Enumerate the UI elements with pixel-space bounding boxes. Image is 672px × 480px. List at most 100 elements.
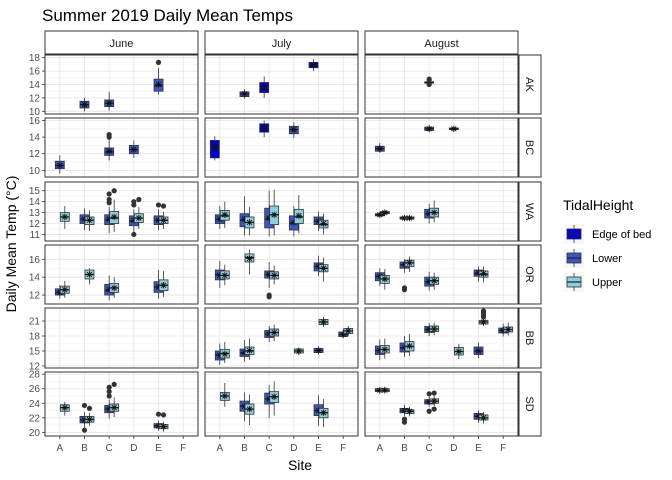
strip-label-bc: BC (523, 140, 535, 155)
mean-marker (105, 286, 113, 293)
strip-ak (518, 54, 542, 115)
legend: TidalHeight Edge of bed Lower Upper (563, 197, 651, 292)
panel-background (45, 182, 198, 241)
mean-marker (110, 284, 118, 292)
mean-marker (290, 126, 298, 133)
mean-marker (241, 402, 248, 410)
outlier-point (266, 294, 272, 300)
x-tick-label: E (315, 443, 322, 454)
y-tick-label: 22 (29, 413, 41, 424)
box-a-edge-of-bed (209, 136, 220, 161)
mean-marker (376, 386, 384, 394)
mean-marker (221, 350, 229, 358)
panel-background (205, 182, 358, 241)
panel-july-ak (204, 54, 359, 115)
mean-marker (130, 217, 138, 224)
box-d-lower (288, 122, 299, 138)
outlier-point (155, 411, 162, 417)
panel-border (204, 181, 359, 242)
y-tick-label: 13 (29, 208, 41, 219)
legend-entry-edge-of-bed: Edge of bed (564, 224, 651, 244)
panel-july-bc (204, 117, 359, 178)
x-tick-label: D (450, 443, 457, 454)
x-tick-label: B (241, 443, 248, 454)
panel-july-sd (204, 371, 359, 437)
box-c-upper (429, 390, 440, 412)
y-tick-label: 18 (29, 332, 41, 343)
mean-marker (401, 261, 408, 268)
strip-or (518, 244, 542, 305)
box-c-lower (264, 261, 275, 300)
x-axis-title: Site (288, 457, 312, 473)
chart-title: Summer 2019 Daily Mean Temps (42, 6, 293, 25)
box-f-lower (338, 329, 349, 339)
legend-label: Upper (592, 277, 622, 289)
panel-border (204, 371, 359, 437)
panel-border (364, 54, 519, 115)
mean-marker (425, 278, 433, 285)
y-tick-label: 16 (29, 116, 41, 127)
mean-marker (430, 277, 438, 284)
mean-marker (320, 409, 327, 416)
mean-marker (246, 405, 253, 413)
mean-marker (480, 414, 487, 422)
box-c-upper (429, 322, 440, 335)
panel-background (365, 308, 518, 368)
y-tick-label: 12 (29, 219, 41, 230)
y-tick-label: 12 (29, 149, 41, 160)
y-tick-label: 10 (29, 107, 41, 118)
mean-marker (155, 217, 162, 224)
y-tick-label: 26 (29, 384, 41, 395)
mean-marker (381, 275, 389, 283)
mean-marker (425, 125, 433, 133)
outlier-point (106, 200, 112, 206)
mean-marker (290, 219, 298, 226)
y-tick-label: 15 (29, 347, 41, 358)
box-e-upper (318, 213, 329, 235)
box-d-lower (448, 125, 459, 133)
box-e-upper (478, 308, 489, 326)
outlier-point (480, 308, 487, 314)
mean-marker (295, 347, 303, 355)
outlier-point (106, 384, 112, 390)
mean-marker (320, 265, 327, 272)
box-f-upper (343, 326, 354, 336)
panel-border (44, 117, 199, 178)
box-c-upper (269, 189, 280, 236)
mean-marker (455, 348, 463, 355)
box-d-upper (293, 347, 304, 355)
mean-marker (504, 326, 512, 333)
mean-marker (61, 213, 69, 221)
facet-panels (44, 54, 519, 437)
mean-marker (86, 271, 93, 278)
panel-border (204, 307, 359, 369)
box-b-upper (404, 214, 415, 222)
outlier-point (160, 412, 167, 418)
panel-border (364, 181, 519, 242)
y-tick-label: 14 (29, 273, 41, 284)
box-a-upper (219, 342, 230, 363)
mean-marker (344, 327, 352, 335)
box-c-edge-of-bed (259, 120, 270, 138)
mean-marker (160, 282, 167, 289)
panel-border (364, 117, 519, 178)
mean-marker (376, 211, 384, 218)
mean-marker (105, 405, 113, 413)
outlier-point (81, 402, 88, 409)
outlier-point (401, 287, 408, 293)
box-c-lower (264, 385, 275, 418)
legend-entry-upper: Upper (564, 272, 622, 292)
mean-marker (61, 404, 69, 411)
box-d-upper (133, 196, 144, 229)
facet-strips: June July August AK BC WA OR BB SD (44, 30, 542, 437)
strip-label-ak: AK (523, 77, 535, 92)
outlier-point (431, 390, 437, 396)
box-d-upper (293, 195, 304, 234)
box-a-lower (374, 211, 385, 218)
mean-marker (155, 283, 162, 291)
box-e-upper (318, 317, 329, 327)
box-a-lower (54, 155, 65, 174)
strip-august (364, 30, 519, 55)
box-a-upper (59, 401, 70, 416)
